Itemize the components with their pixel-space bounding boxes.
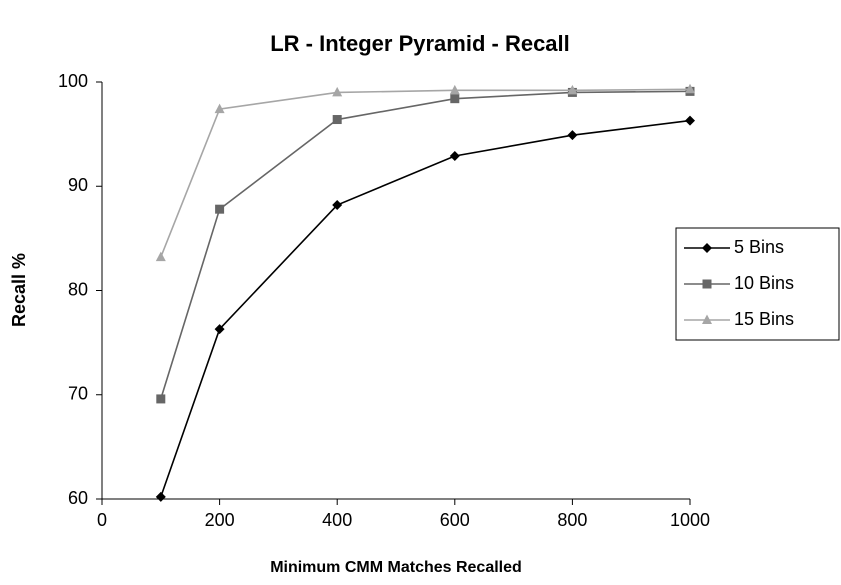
marker — [214, 103, 225, 114]
legend-marker — [702, 314, 712, 324]
marker — [332, 115, 342, 125]
legend-label: 10 Bins — [734, 273, 794, 293]
legend-marker — [702, 279, 712, 289]
x-tick-label: 0 — [97, 510, 107, 530]
marker — [155, 491, 166, 502]
marker — [449, 151, 460, 162]
marker — [215, 204, 225, 214]
legend-marker — [702, 243, 712, 253]
y-axis-title: Recall % — [9, 253, 29, 327]
y-tick-label: 100 — [58, 71, 88, 91]
marker — [685, 115, 695, 126]
x-tick-label: 200 — [205, 510, 235, 530]
marker — [155, 251, 166, 262]
x-tick-label: 600 — [440, 510, 470, 530]
x-tick-label: 800 — [557, 510, 587, 530]
legend-label: 5 Bins — [734, 237, 784, 257]
marker — [685, 83, 695, 94]
series-line — [160, 88, 691, 258]
marker — [214, 324, 225, 335]
y-tick-label: 60 — [68, 488, 88, 508]
x-tick-label: 1000 — [670, 510, 710, 530]
legend-label: 15 Bins — [734, 309, 794, 329]
marker — [156, 394, 166, 404]
series-line — [160, 119, 691, 498]
marker — [332, 86, 343, 97]
marker — [450, 94, 460, 104]
marker — [449, 84, 460, 95]
x-axis-title: Minimum CMM Matches Recalled — [270, 559, 522, 576]
marker — [332, 200, 343, 211]
marker — [567, 130, 578, 141]
series-line — [160, 90, 691, 400]
chart-title: LR - Integer Pyramid - Recall — [270, 31, 570, 56]
marker — [567, 84, 578, 95]
y-tick-label: 70 — [68, 384, 88, 404]
y-tick-label: 80 — [68, 279, 88, 299]
x-tick-label: 400 — [322, 510, 352, 530]
y-tick-label: 90 — [68, 175, 88, 195]
